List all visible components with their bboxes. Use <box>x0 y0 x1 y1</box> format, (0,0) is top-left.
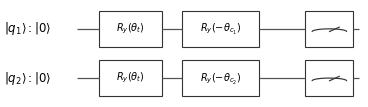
Text: $R_y(-\theta_{c_2})$: $R_y(-\theta_{c_2})$ <box>200 71 241 86</box>
Bar <box>182 60 259 96</box>
Bar <box>305 11 353 47</box>
Text: $R_y(\theta_t)$: $R_y(\theta_t)$ <box>116 71 145 85</box>
Text: $|q_2\rangle : |0\rangle$: $|q_2\rangle : |0\rangle$ <box>4 70 51 87</box>
Bar <box>99 60 162 96</box>
Bar <box>182 11 259 47</box>
Bar <box>305 60 353 96</box>
Text: $R_y(-\theta_{c_1})$: $R_y(-\theta_{c_1})$ <box>200 21 241 36</box>
Text: $R_y(\theta_t)$: $R_y(\theta_t)$ <box>116 22 145 36</box>
Bar <box>99 11 162 47</box>
Text: $|q_1\rangle : |0\rangle$: $|q_1\rangle : |0\rangle$ <box>4 20 51 37</box>
